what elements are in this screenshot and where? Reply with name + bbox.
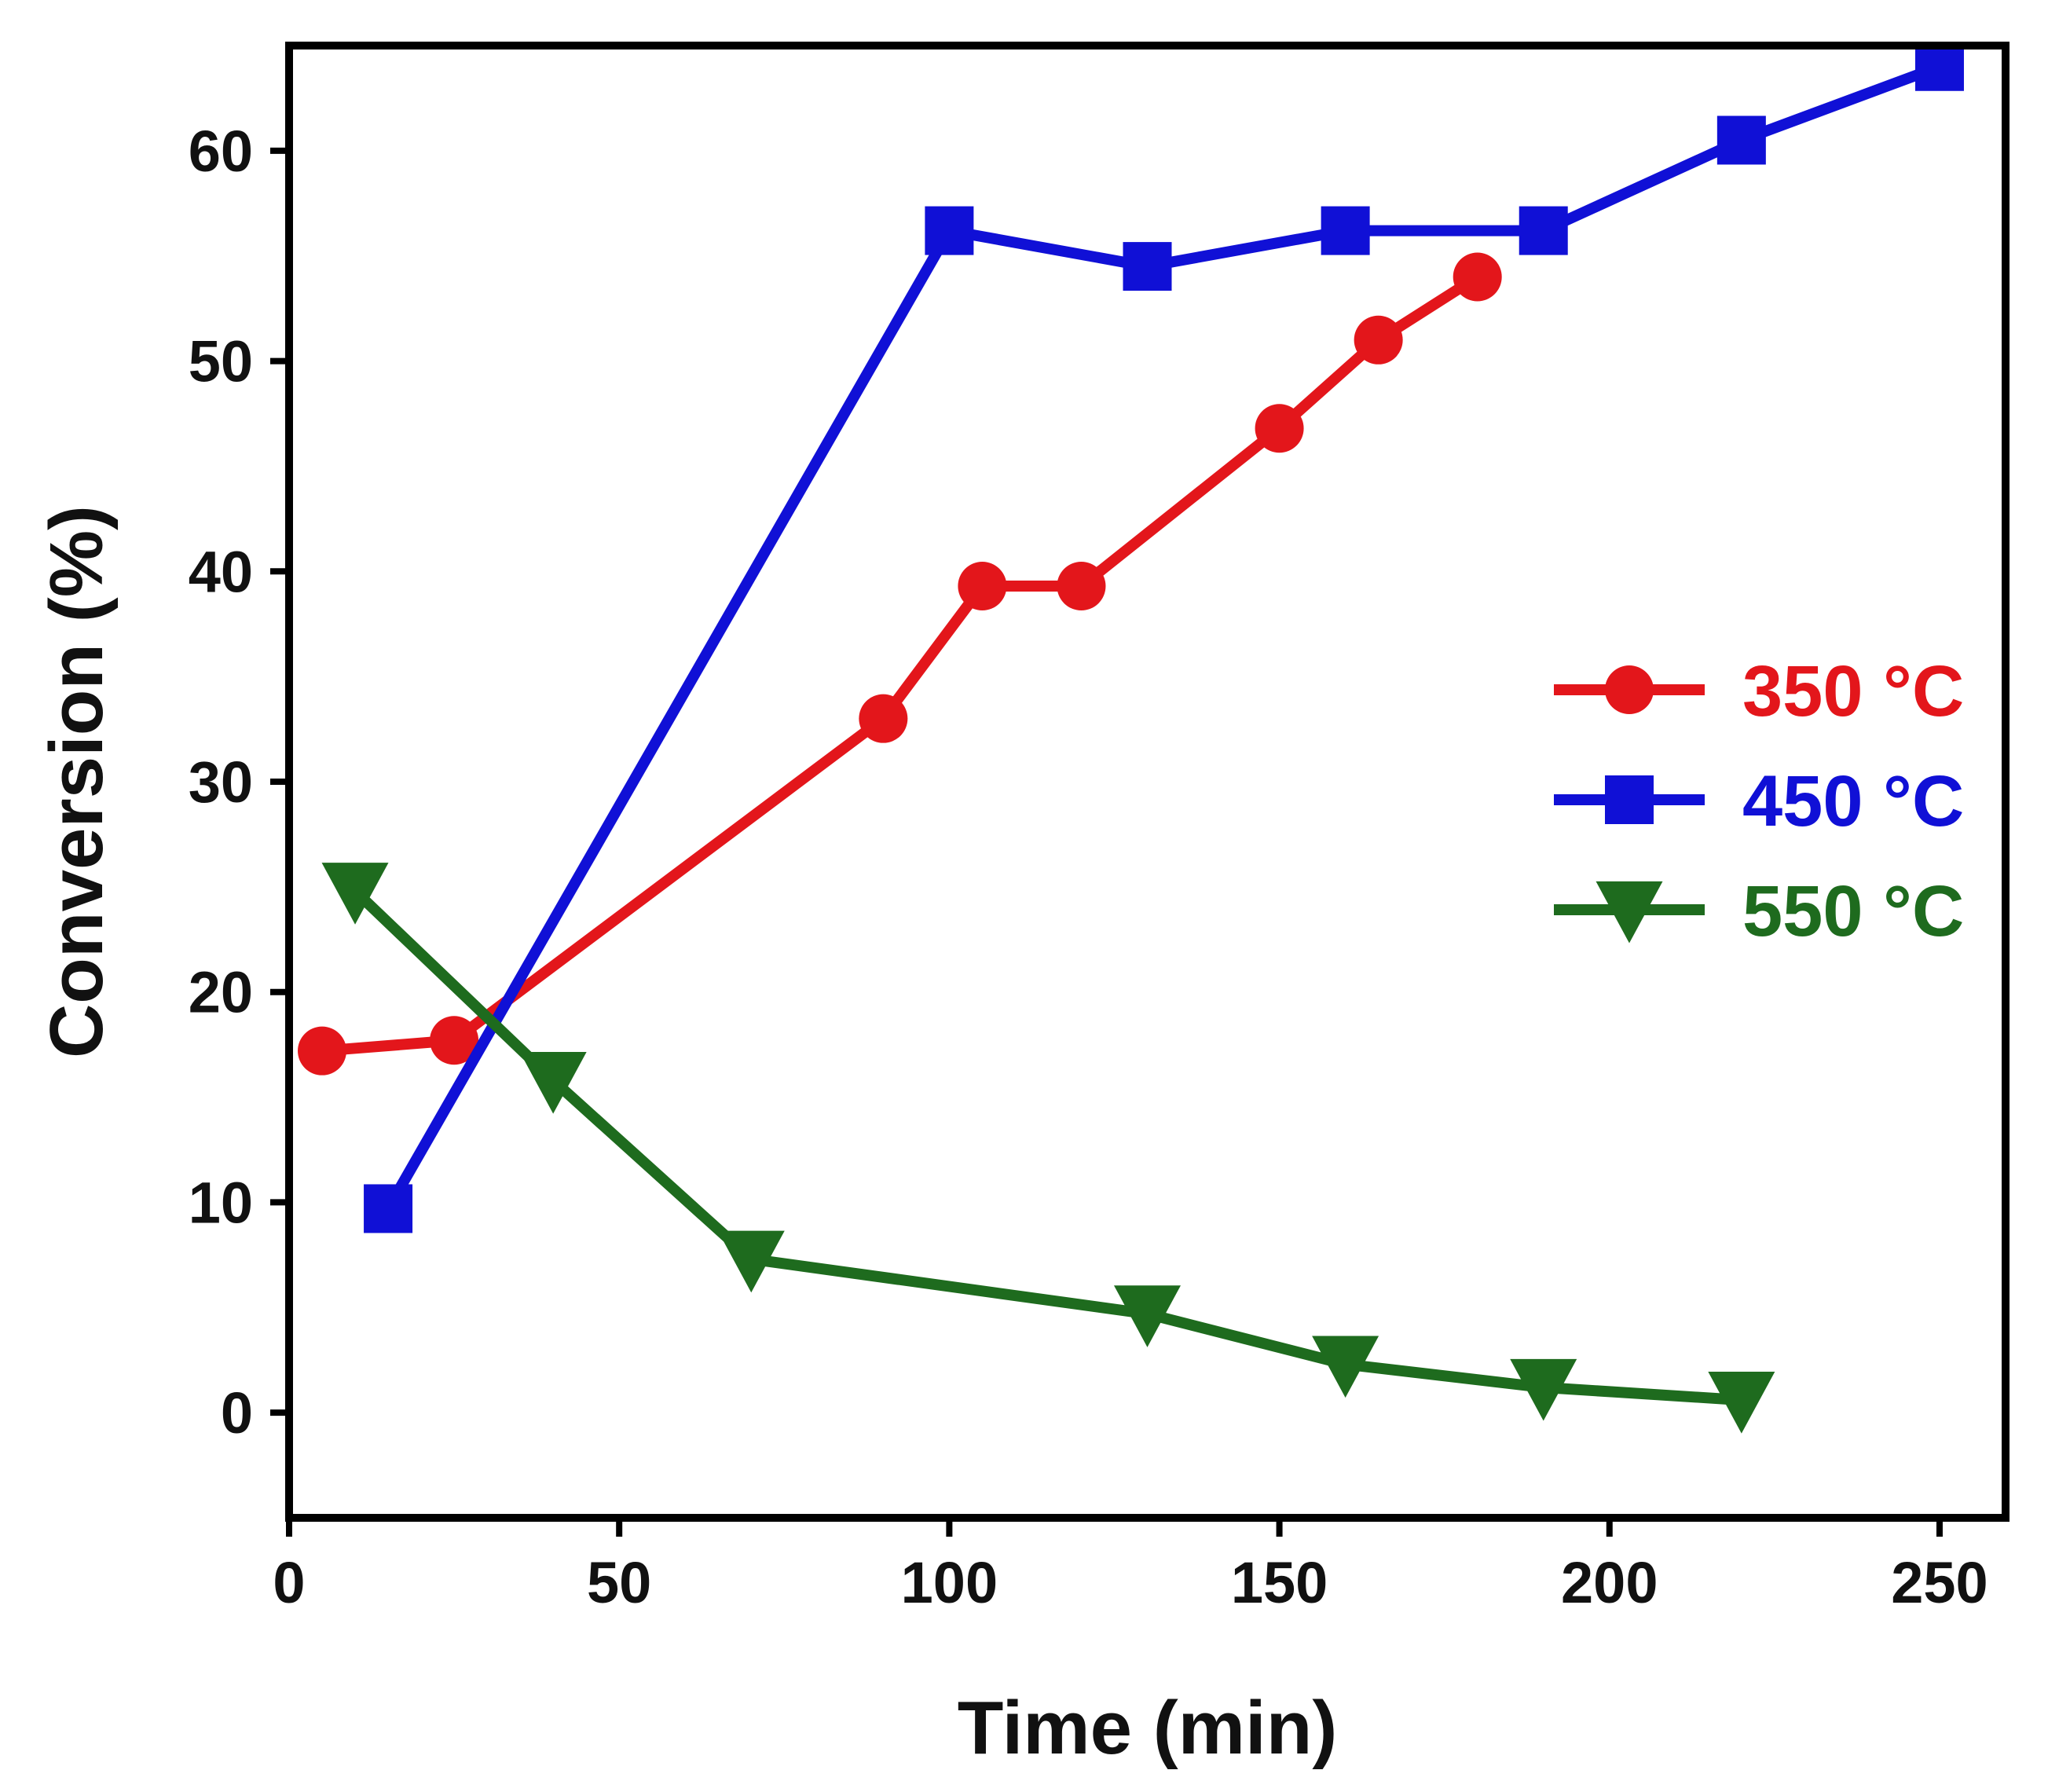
- series-1: [364, 42, 1964, 1233]
- data-point: [1914, 42, 1964, 91]
- x-tick-label: 200: [1561, 1550, 1658, 1615]
- data-point: [1519, 206, 1568, 255]
- legend-item: 450 °C: [1554, 761, 1964, 841]
- data-point: [1312, 1336, 1379, 1398]
- series-2: [321, 863, 1775, 1434]
- series-0: [298, 252, 1502, 1076]
- y-tick-label: 60: [189, 119, 253, 184]
- x-tick-label: 0: [273, 1550, 305, 1615]
- data-point: [430, 1016, 479, 1065]
- series-layer: [298, 42, 1964, 1434]
- data-point: [519, 1052, 587, 1114]
- y-tick-label: 10: [189, 1170, 253, 1235]
- data-point: [1255, 404, 1304, 453]
- legend-marker: [1596, 881, 1663, 944]
- y-axis-title: Conversion (%): [35, 505, 119, 1058]
- data-point: [1114, 1285, 1181, 1347]
- data-point: [1123, 242, 1172, 291]
- legend-label: 450 °C: [1742, 761, 1964, 841]
- legend-label: 350 °C: [1742, 651, 1964, 731]
- data-point: [859, 694, 908, 743]
- y-tick-label: 30: [189, 749, 253, 815]
- data-point: [958, 562, 1007, 611]
- series-line: [351, 887, 1742, 1406]
- data-point: [1716, 115, 1766, 165]
- x-tick-label: 150: [1231, 1550, 1328, 1615]
- data-point: [1354, 315, 1403, 365]
- legend-item: 350 °C: [1554, 651, 1964, 731]
- legend-label: 550 °C: [1742, 871, 1964, 951]
- legend-marker: [1605, 775, 1654, 824]
- data-point: [1708, 1371, 1775, 1434]
- data-point: [925, 206, 974, 255]
- legend-marker: [1605, 665, 1654, 714]
- y-tick-label: 40: [189, 539, 253, 604]
- axes-layer: 0 50 100 150 200 250 0 10 20 30 40 50 60: [189, 119, 1988, 1615]
- data-point: [1453, 252, 1502, 302]
- y-tick-label: 20: [189, 960, 253, 1025]
- data-point: [364, 1184, 413, 1233]
- data-point: [717, 1230, 785, 1293]
- x-tick-label: 50: [587, 1550, 651, 1615]
- series-line: [383, 61, 1942, 1211]
- data-point: [321, 863, 389, 925]
- x-axis-title: Time (min): [958, 1686, 1338, 1770]
- x-tick-label: 250: [1891, 1550, 1988, 1615]
- data-point: [298, 1026, 347, 1076]
- y-tick-label: 0: [221, 1380, 253, 1446]
- data-point: [1321, 206, 1370, 255]
- x-tick-label: 100: [901, 1550, 998, 1615]
- data-point: [1057, 562, 1106, 611]
- legend: 350 °C 450 °C 550 °C: [1554, 651, 1964, 951]
- series-line: [321, 272, 1481, 1057]
- data-point: [1510, 1358, 1577, 1421]
- legend-item: 550 °C: [1554, 871, 1964, 951]
- y-tick-label: 50: [189, 329, 253, 394]
